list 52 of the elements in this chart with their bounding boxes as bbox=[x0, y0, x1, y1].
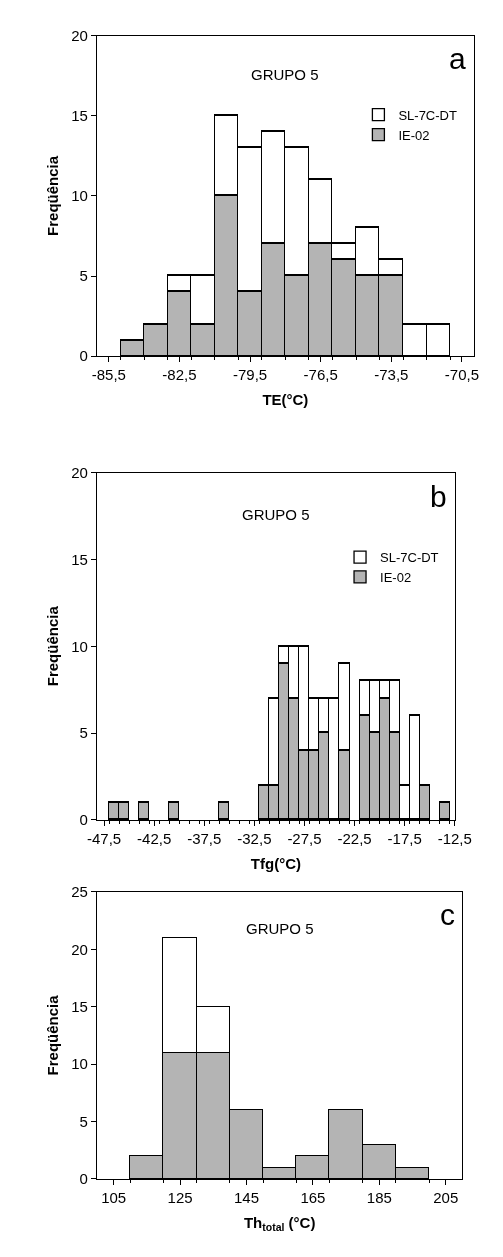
x-tick-label: -42,5 bbox=[137, 830, 172, 848]
y-axis-title: Freqüência bbox=[44, 155, 62, 236]
x-tick-label: -82,5 bbox=[162, 366, 197, 384]
x-tick-label: -32,5 bbox=[237, 830, 272, 848]
x-axis-title: Tfg(°C) bbox=[250, 855, 301, 873]
y-tick-label: 5 bbox=[79, 1112, 88, 1130]
text: GRUPO 5 bbox=[242, 506, 310, 523]
text: GRUPO 5 bbox=[251, 66, 319, 83]
x-tick-label: -47,5 bbox=[86, 830, 122, 848]
y-tick-label: 15 bbox=[71, 997, 88, 1015]
y-tick-label: 20 bbox=[71, 26, 88, 44]
x-tick-label: -27,5 bbox=[287, 830, 322, 848]
annotation: a bbox=[449, 42, 466, 75]
text: GRUPO 5 bbox=[246, 920, 314, 937]
x-tick-label: -70,5 bbox=[444, 366, 480, 384]
y-tick-label: 25 bbox=[71, 883, 88, 901]
x-tick-label: 165 bbox=[300, 1189, 326, 1207]
y-tick-label: 20 bbox=[71, 463, 88, 481]
legend-label: SL-7C-DT bbox=[380, 550, 439, 566]
annotation: b bbox=[430, 480, 447, 513]
x-axis-title: TE(°C) bbox=[262, 391, 309, 409]
y-tick-label: 15 bbox=[71, 107, 88, 125]
x-tick-label: -76,5 bbox=[303, 366, 338, 384]
x-axis-title: Th$_{total}$ (°C) bbox=[243, 1214, 316, 1234]
y-tick-label: 10 bbox=[71, 187, 88, 205]
y-tick-label: 0 bbox=[79, 347, 88, 365]
y-tick-label: 0 bbox=[79, 811, 88, 829]
legend-label: IE-02 bbox=[398, 127, 430, 143]
x-tick-label: 105 bbox=[101, 1189, 127, 1207]
y-axis-title: Freqüência bbox=[44, 994, 62, 1076]
x-tick-label: -17,5 bbox=[387, 830, 422, 848]
y-tick-label: 10 bbox=[71, 637, 88, 655]
x-tick-label: -73,5 bbox=[374, 366, 409, 384]
x-tick-label: -79,5 bbox=[232, 366, 268, 384]
x-tick-label: -12,5 bbox=[437, 830, 472, 848]
y-axis-title: Freqüência bbox=[44, 605, 62, 687]
legend-label: IE-02 bbox=[380, 570, 412, 586]
x-tick-label: 185 bbox=[366, 1189, 392, 1207]
x-tick-label: -85,5 bbox=[91, 366, 126, 384]
y-tick-label: 5 bbox=[79, 724, 88, 742]
annotation: c bbox=[440, 898, 455, 931]
x-tick-label: 205 bbox=[433, 1189, 459, 1207]
x-tick-label: -22,5 bbox=[337, 830, 372, 848]
y-tick-label: 10 bbox=[71, 1055, 88, 1073]
y-tick-label: 0 bbox=[79, 1170, 88, 1188]
x-tick-label: 145 bbox=[233, 1189, 260, 1207]
x-tick-label: -37,5 bbox=[187, 830, 222, 848]
x-tick-label: 125 bbox=[167, 1189, 193, 1207]
y-tick-label: 20 bbox=[71, 940, 88, 958]
legend-label: SL-7C-DT bbox=[398, 107, 457, 123]
y-tick-label: 5 bbox=[79, 267, 88, 285]
y-tick-label: 15 bbox=[71, 550, 88, 568]
